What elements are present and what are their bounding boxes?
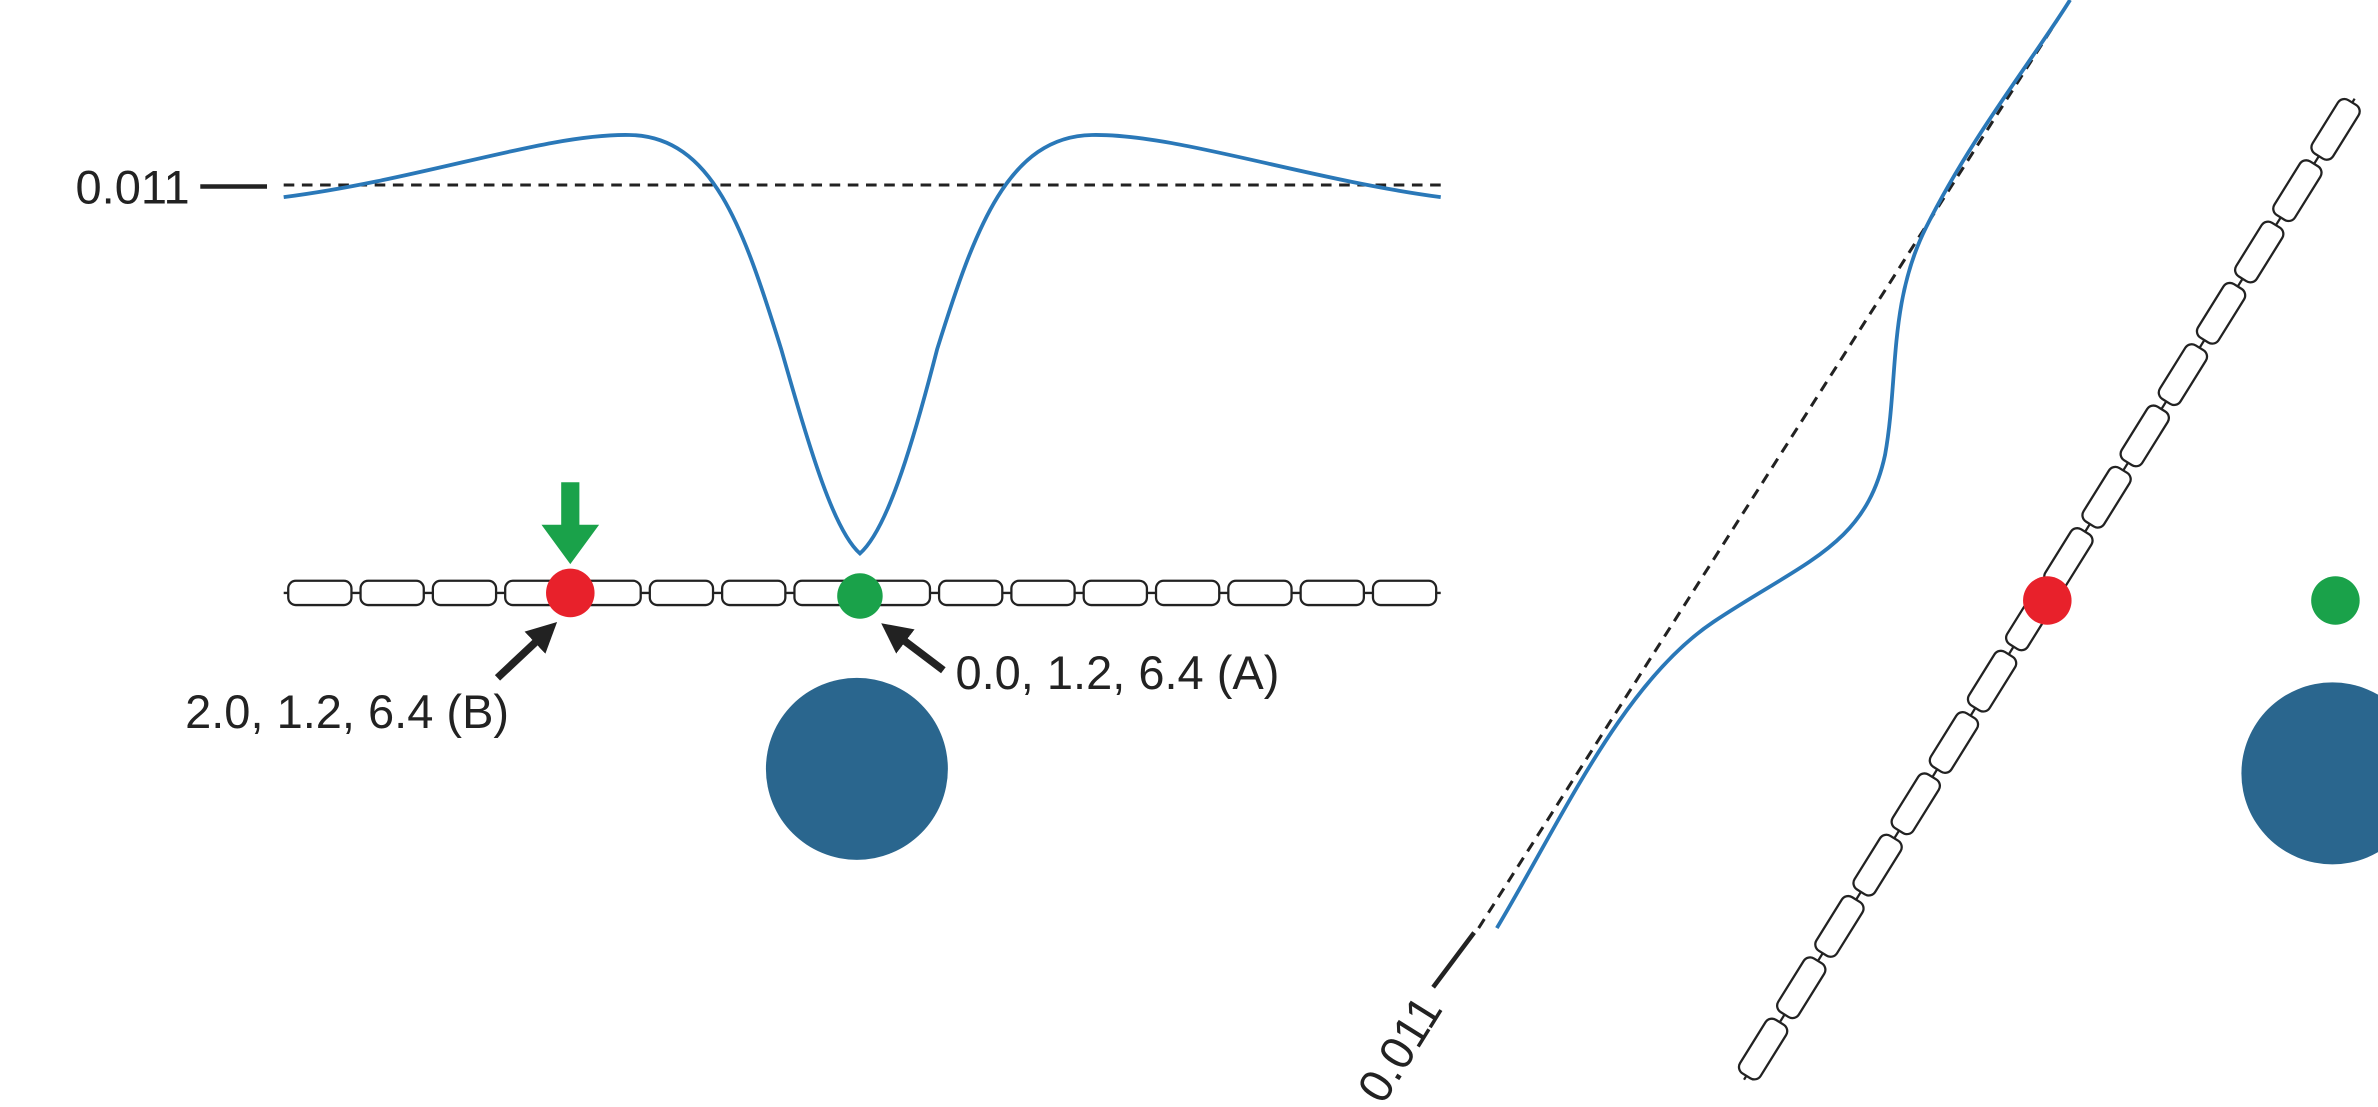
bead bbox=[2080, 464, 2134, 530]
profile-curve bbox=[284, 135, 1441, 554]
bead bbox=[2309, 96, 2363, 162]
bead bbox=[2194, 280, 2248, 346]
reference-line bbox=[1479, 0, 2070, 928]
bead bbox=[722, 581, 785, 605]
bead bbox=[1011, 581, 1074, 605]
bead bbox=[1228, 581, 1291, 605]
point-b-label: 2.0, 1.2, 6.4 (B) bbox=[185, 685, 509, 738]
bead bbox=[2156, 341, 2210, 407]
point-b bbox=[546, 569, 595, 618]
point-b bbox=[2023, 576, 2072, 625]
profile-curve bbox=[1497, 0, 2070, 928]
reference-label: 0.011 bbox=[76, 160, 190, 213]
bead bbox=[433, 581, 496, 605]
blue-sphere bbox=[766, 678, 948, 860]
bead bbox=[1156, 581, 1219, 605]
point-a bbox=[2311, 576, 2360, 625]
left-panel: 0.011 2.0, 1.2, 6.4 (B) 0.0, 1.2, 6.4 (A… bbox=[76, 135, 1441, 860]
bead bbox=[2118, 403, 2172, 469]
arrow-b bbox=[498, 632, 547, 677]
bead bbox=[2232, 219, 2286, 285]
bead bbox=[1812, 893, 1866, 959]
bead bbox=[1736, 1016, 1790, 1082]
bead bbox=[1927, 709, 1981, 775]
green-arrow bbox=[541, 482, 599, 564]
bead bbox=[1889, 771, 1943, 837]
right-panel: 0.011 bbox=[1347, 0, 2378, 1107]
bead bbox=[1084, 581, 1147, 605]
point-a bbox=[837, 573, 882, 618]
figure: 0.011 2.0, 1.2, 6.4 (B) 0.0, 1.2, 6.4 (A… bbox=[0, 0, 2378, 1107]
reference-label: 0.011 bbox=[1347, 986, 1452, 1107]
point-a-label: 0.0, 1.2, 6.4 (A) bbox=[955, 646, 1279, 699]
arrow-a bbox=[893, 632, 943, 670]
bead bbox=[1965, 648, 2019, 714]
bead bbox=[2270, 157, 2324, 223]
bead bbox=[650, 581, 713, 605]
bead bbox=[1851, 832, 1905, 898]
blue-sphere bbox=[2241, 682, 2378, 864]
bead bbox=[288, 581, 351, 605]
reference-tick bbox=[1433, 933, 1474, 988]
bead bbox=[361, 581, 424, 605]
bead bbox=[1373, 581, 1436, 605]
bead bbox=[939, 581, 1002, 605]
bead bbox=[1774, 955, 1828, 1021]
bead bbox=[1301, 581, 1364, 605]
